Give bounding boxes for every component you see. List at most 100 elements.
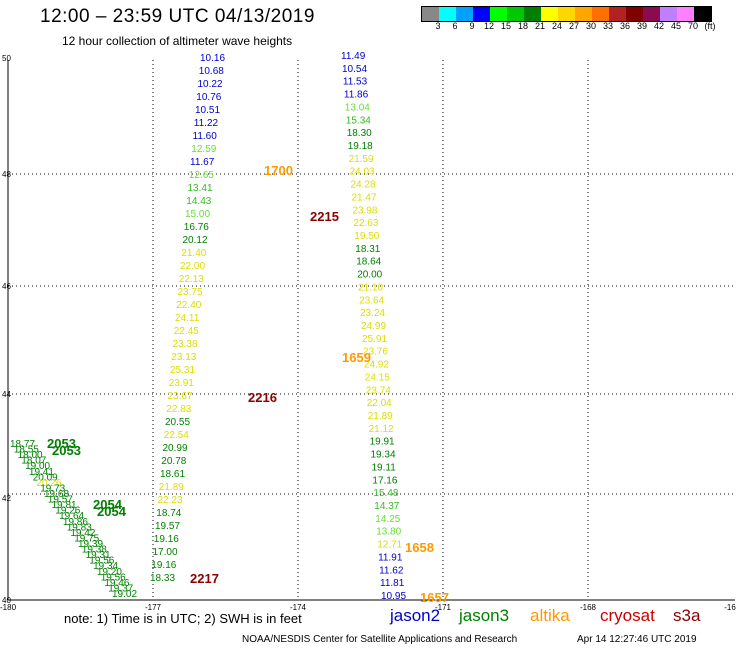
- wave-height-value: 11.53: [343, 77, 368, 88]
- wave-height-value: 19.57: [48, 495, 73, 506]
- wave-height-value: 19.16: [154, 534, 179, 545]
- x-axis-label: -174: [290, 603, 307, 612]
- wave-height-value: 20.00: [357, 270, 382, 281]
- wave-height-value: 13.41: [188, 183, 213, 194]
- wave-height-value: 18.31: [355, 244, 380, 255]
- wave-height-value: 18.64: [356, 257, 381, 268]
- scale-swatch: [541, 7, 558, 21]
- wave-height-value: 23.74: [366, 385, 391, 396]
- satellite-legend-jason3: jason3: [459, 606, 510, 625]
- wave-height-value: 25.91: [362, 334, 387, 345]
- time-label: 2054: [97, 504, 127, 519]
- time-label: 1659: [342, 350, 371, 365]
- scale-label: 12: [483, 21, 495, 31]
- wave-height-value: 10.54: [342, 64, 367, 75]
- scale-swatch: [422, 7, 439, 21]
- wave-height-value: 19.39: [78, 539, 103, 550]
- scale-swatch: [439, 7, 456, 21]
- wave-height-value: 19.46: [104, 578, 129, 589]
- wave-height-value: 13.80: [376, 527, 401, 538]
- wave-height-value: 18.61: [160, 469, 185, 480]
- wave-height-value: 23.91: [169, 378, 194, 389]
- wave-height-value: 22.00: [180, 261, 205, 272]
- time-label: 2215: [310, 209, 339, 224]
- wave-height-value: 23.13: [171, 352, 196, 363]
- note-text: note: 1) Time is in UTC; 2) SWH is in fe…: [64, 611, 302, 626]
- wave-height-value: 11.60: [193, 131, 218, 142]
- scale-swatch: [575, 7, 592, 21]
- scale-label: 6: [452, 21, 458, 31]
- wave-height-value: 20.12: [183, 235, 208, 246]
- scale-label: 42: [653, 21, 665, 31]
- wave-height-value: 19.26: [55, 506, 80, 517]
- wave-height-value: 10.22: [198, 79, 223, 90]
- wave-height-value: 22.45: [174, 326, 199, 337]
- wave-height-value: 16.76: [184, 222, 209, 233]
- scale-swatch: [643, 7, 660, 21]
- wave-height-value: 19.56: [89, 556, 114, 567]
- time-label: 2216: [248, 390, 277, 405]
- wave-height-value: 19.37: [108, 583, 133, 594]
- wave-height-value: 22.40: [176, 300, 201, 311]
- wave-height-value: 21.40: [181, 248, 206, 259]
- scale-swatch: [677, 7, 694, 21]
- time-label: 1700: [264, 163, 293, 178]
- x-axis-label: -171: [435, 603, 452, 612]
- wave-height-value: 21.47: [352, 192, 377, 203]
- wave-height-value: 10.16: [200, 53, 225, 64]
- wave-height-value: 23.24: [360, 308, 385, 319]
- wave-height-value: 19.56: [101, 572, 126, 583]
- x-axis-label: -16: [724, 603, 736, 612]
- wave-height-value: 23.75: [178, 287, 203, 298]
- y-axis-label: 50: [2, 54, 11, 63]
- wave-height-value: 14.43: [186, 196, 211, 207]
- scale-label: 21: [534, 21, 546, 31]
- wave-height-value: 19.68: [44, 489, 69, 500]
- satellite-legend-s3a: s3a: [673, 606, 701, 625]
- wave-height-value: 24.92: [364, 360, 389, 371]
- page-title: 12:00 – 23:59 UTC 04/13/2019: [40, 6, 315, 27]
- scale-swatch: [456, 7, 473, 21]
- wave-height-value: 13.04: [345, 102, 370, 113]
- wave-height-value: 21.12: [369, 424, 394, 435]
- time-label: 2053: [52, 443, 81, 458]
- scale-label: 36: [619, 21, 631, 31]
- wave-height-value: 22.04: [367, 398, 392, 409]
- satellite-legend-altika: altika: [530, 606, 570, 625]
- wave-height-value: 21.10: [358, 282, 383, 293]
- wave-height-value: 19.50: [354, 231, 379, 242]
- x-axis-label: -177: [145, 603, 162, 612]
- y-axis-label: 42: [2, 494, 11, 503]
- scale-swatch: [507, 7, 524, 21]
- wave-height-value: 22.13: [179, 274, 204, 285]
- wave-height-value: 22.23: [158, 495, 183, 506]
- wave-height-value: 23.76: [363, 347, 388, 358]
- wave-height-value: 20.09: [33, 472, 58, 483]
- wave-height-value: 20.78: [161, 456, 186, 467]
- wave-height-value: 19.41: [29, 467, 54, 478]
- wave-height-value: 18.77: [10, 439, 35, 450]
- wave-height-value: 14.37: [374, 501, 399, 512]
- y-axis-label: 44: [2, 390, 11, 399]
- wave-height-value: 14.25: [375, 514, 400, 525]
- scale-swatch: [592, 7, 609, 21]
- wave-height-value: 11.86: [344, 90, 369, 101]
- wave-height-value: 21.59: [349, 154, 374, 165]
- wave-height-value: 24.03: [350, 167, 375, 178]
- wave-height-value: 10.76: [196, 92, 221, 103]
- wave-height-value: 20.26: [36, 478, 61, 489]
- scale-label: 39: [636, 21, 648, 31]
- wave-height-value: 18.30: [347, 128, 372, 139]
- y-axis-label: 48: [2, 170, 11, 179]
- wave-height-value: 24.99: [361, 321, 386, 332]
- wave-height-value: 19.38: [82, 545, 107, 556]
- scale-label: 3: [435, 21, 441, 31]
- wave-height-value: 18.55: [14, 445, 39, 456]
- wave-height-value: 25.31: [170, 365, 195, 376]
- wave-height-value: 11.49: [341, 51, 366, 62]
- wave-height-value: 19.57: [155, 521, 180, 532]
- wave-height-value: 23.64: [359, 295, 384, 306]
- y-axis-label: 40: [2, 596, 11, 605]
- wave-height-value: 19.81: [52, 500, 77, 511]
